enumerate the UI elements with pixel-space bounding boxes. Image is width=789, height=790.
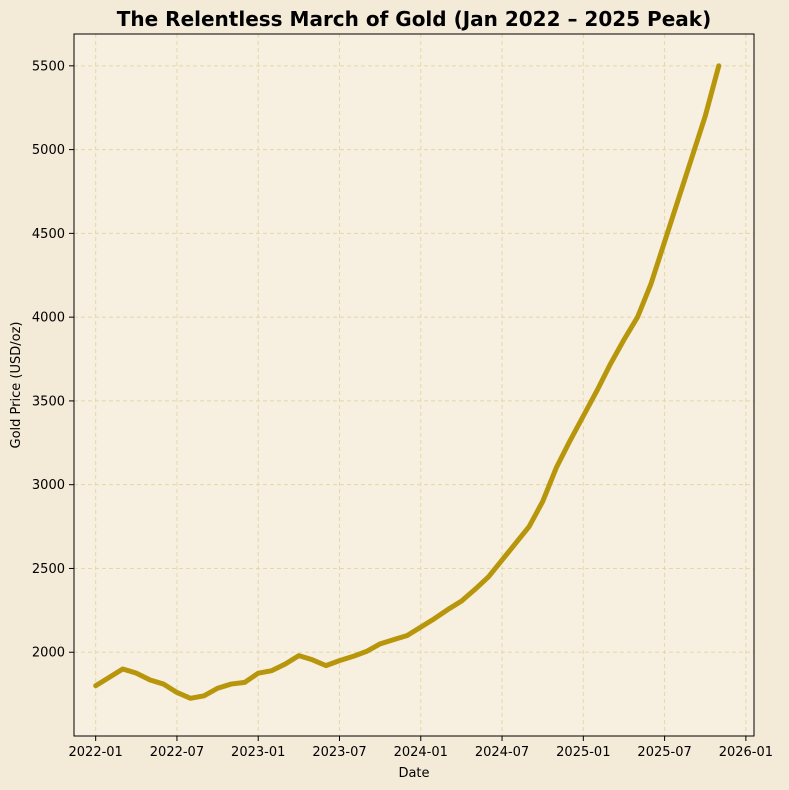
plot-area — [74, 34, 754, 736]
x-tick-label: 2022-07 — [150, 745, 204, 760]
y-tick-label: 5000 — [32, 143, 65, 158]
x-axis-label: Date — [398, 766, 429, 781]
y-tick-label: 2000 — [32, 646, 65, 661]
x-axis: 2022-01 2022-07 2023-01 2023-07 2024-01 2024-… — [69, 736, 773, 760]
x-tick-label: 2025-07 — [637, 745, 691, 760]
grid — [74, 34, 754, 736]
y-tick-label: 4000 — [32, 311, 65, 326]
y-tick-label: 5500 — [32, 59, 65, 74]
gold-price-line — [93, 63, 722, 701]
x-tick-label: 2023-01 — [231, 745, 285, 760]
y-axis-label: Gold Price (USD/oz) — [9, 322, 24, 449]
chart-title: The Relentless March of Gold (Jan 2022 –… — [117, 7, 711, 31]
x-tick-label: 2024-07 — [475, 745, 529, 760]
y-tick-label: 3500 — [32, 394, 65, 409]
series-layer — [93, 63, 722, 701]
x-tick-label: 2025-01 — [556, 745, 610, 760]
x-tick-label: 2022-01 — [69, 745, 123, 760]
x-tick-label: 2024-01 — [394, 745, 448, 760]
y-axis: 2000 2500 3000 3500 4000 4500 5000 5500 — [32, 59, 74, 661]
y-tick-label: 2500 — [32, 562, 65, 577]
y-tick-label: 4500 — [32, 227, 65, 242]
x-tick-label: 2026-01 — [719, 745, 773, 760]
y-tick-label: 3000 — [32, 478, 65, 493]
plot-frame — [73, 33, 755, 737]
x-tick-label: 2023-07 — [312, 745, 366, 760]
